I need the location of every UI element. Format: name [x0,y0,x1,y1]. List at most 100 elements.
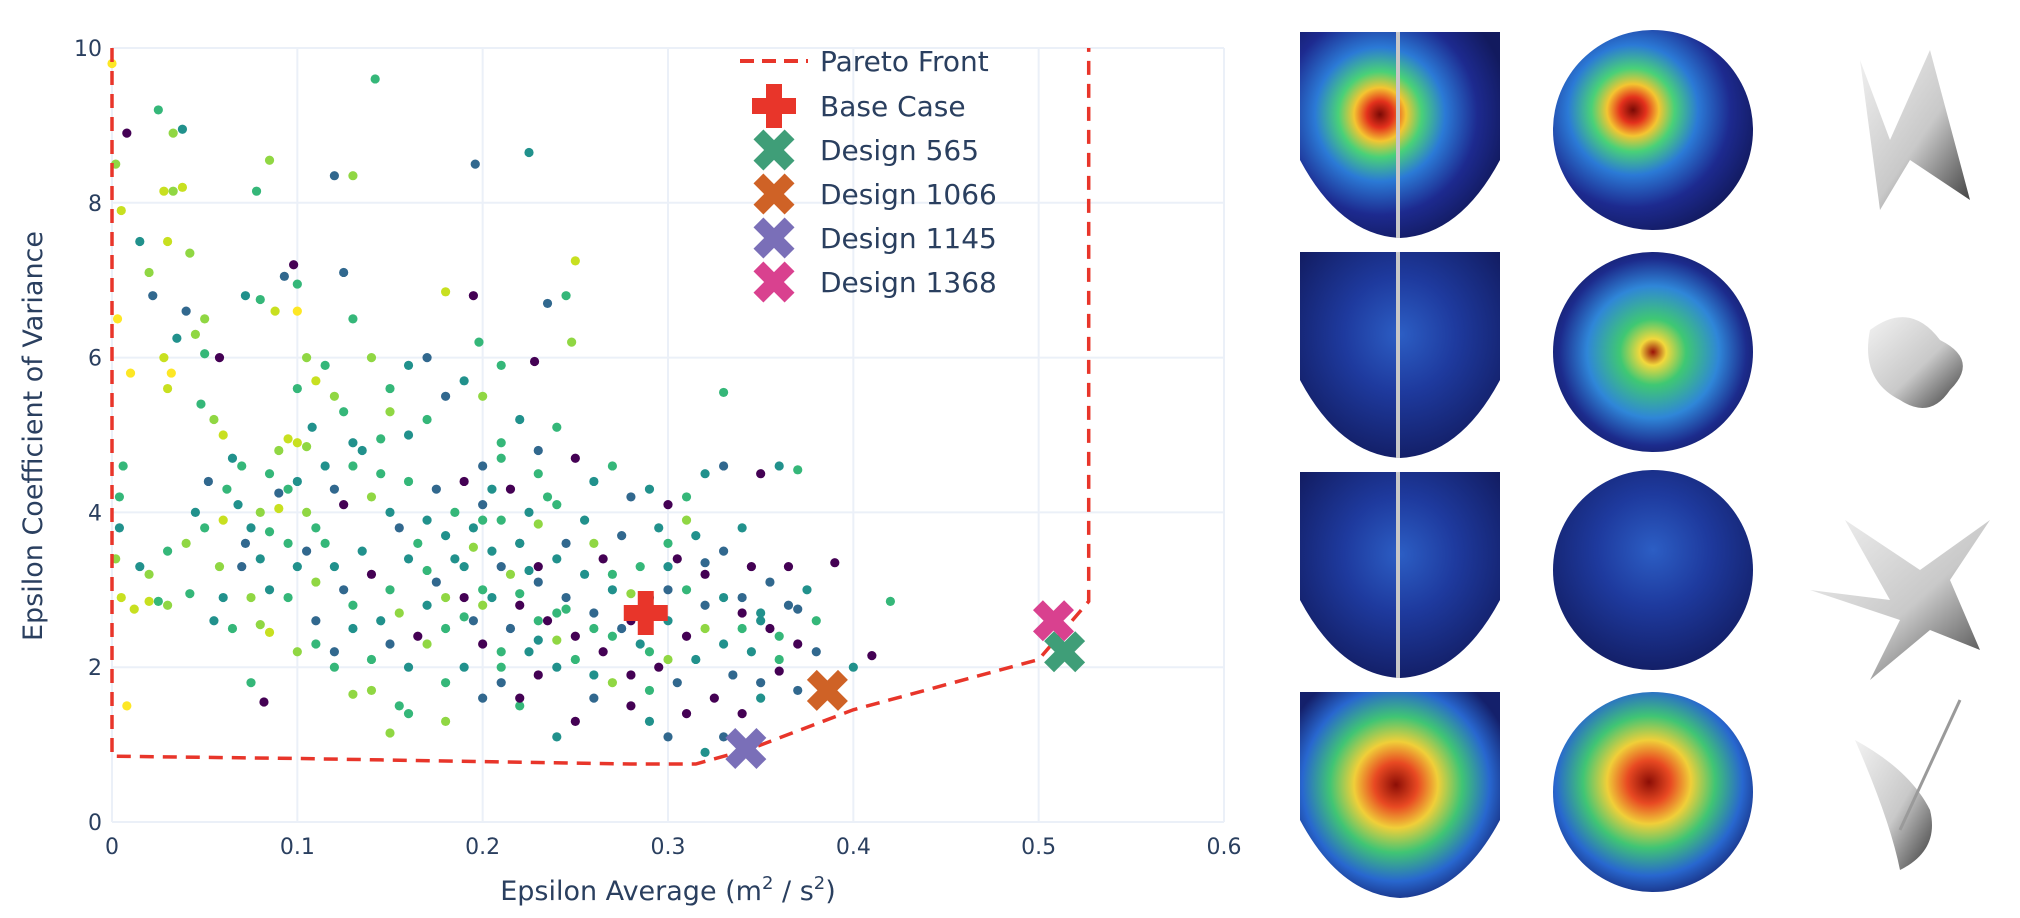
scatter-point [793,685,803,696]
scatter-point [487,592,497,603]
scatter-point [311,523,321,533]
scatter-point [774,654,784,665]
scatter-point [589,608,599,618]
scatter-point [385,728,395,738]
scatter-point [394,523,404,533]
scatter-point [251,186,262,196]
scatter-point [255,554,265,564]
top-view-2 [1553,252,1753,452]
legend-swatch [753,173,795,215]
scatter-point [533,561,543,572]
scatter-point [264,585,275,595]
x-tick-label: 0.6 [1207,835,1242,860]
scatter-point [552,608,562,618]
scatter-point [793,465,803,475]
top-view-3 [1553,470,1753,670]
legend-swatch [753,261,795,303]
scatter-point [700,623,710,634]
scatter-point [737,608,747,618]
scatter-point [357,546,367,556]
scatter-point [366,654,377,665]
scatter-point [459,592,469,603]
scatter-point [737,709,747,719]
scatter-point [793,604,803,614]
scatter-point [403,430,414,440]
scatter-point [709,693,719,703]
scatter-point [478,600,488,610]
side-view-4 [1300,692,1500,898]
scatter-point [496,662,506,672]
scatter-point [159,353,169,363]
scatter-point [376,469,386,479]
scatter-point [246,678,256,688]
scatter-point [681,492,692,502]
scatter-point [515,589,525,599]
scatter-point [626,589,636,599]
scatter-point [329,561,339,572]
scatter-point [307,422,317,432]
scatter-point [802,585,812,595]
scatter-point [289,260,299,270]
scatter-point [765,577,775,587]
scatter-point [681,515,692,525]
scatter-point [783,561,794,572]
scatter-point [542,298,553,309]
scatter-point [607,569,618,579]
scatter-point [515,414,525,425]
x-tick-label: 0 [105,835,119,860]
x-tick-label: 0.2 [465,835,500,860]
legend: Pareto Front Base Case Design 565 Design 10… [740,45,997,303]
scatter-point [237,461,247,471]
scatter-point [135,561,145,572]
scatter-point [441,531,451,541]
scatter-point [148,291,158,301]
panel-row-3 [1300,470,1990,680]
scatter-point [283,484,293,494]
scatter-point [329,647,339,657]
top-view-4 [1553,692,1753,892]
scatter-point [320,538,330,548]
scatter-point [264,469,275,479]
scatter-point [348,314,358,324]
x-axis-title: Epsilon Average (m2 / s2) [500,873,836,907]
scatter-point [168,128,178,138]
scatter-point [533,577,543,587]
scatter-point [185,248,195,258]
scatter-point [700,747,710,757]
scatter-point [505,484,516,494]
scatter-point [394,701,404,711]
scatter-point [348,438,358,448]
scatter-point [348,461,358,471]
scatter-point [783,600,794,610]
scatter-point [376,616,386,626]
scatter-point [357,445,367,456]
marker-design-565 [1044,631,1086,673]
scatter-point [700,558,710,568]
scatter-point [214,561,225,572]
scatter-point [329,484,339,494]
legend-swatch [753,129,795,171]
scatter-point [339,500,349,510]
impeller-3 [1810,520,1990,680]
scatter-point [339,407,349,417]
scatter-point [181,538,191,548]
scatter-point [681,709,692,719]
scatter-point [320,360,330,370]
scatter-point [339,585,349,595]
scatter-point [719,387,729,398]
scatter-point [533,635,543,645]
scatter-point [283,434,293,444]
scatter-point [756,693,766,703]
scatter-point [663,561,673,572]
scatter-point [515,701,525,711]
scatter-point [626,701,636,711]
scatter-point [450,507,460,517]
scatter-point [209,616,219,626]
panel-row-1 [1300,30,1970,238]
scatter-point [542,616,553,626]
scatter-point [663,538,673,548]
scatter-point [441,592,451,603]
scatter-point [413,538,423,548]
scatter-point [144,596,154,607]
scatter-point [311,376,321,386]
